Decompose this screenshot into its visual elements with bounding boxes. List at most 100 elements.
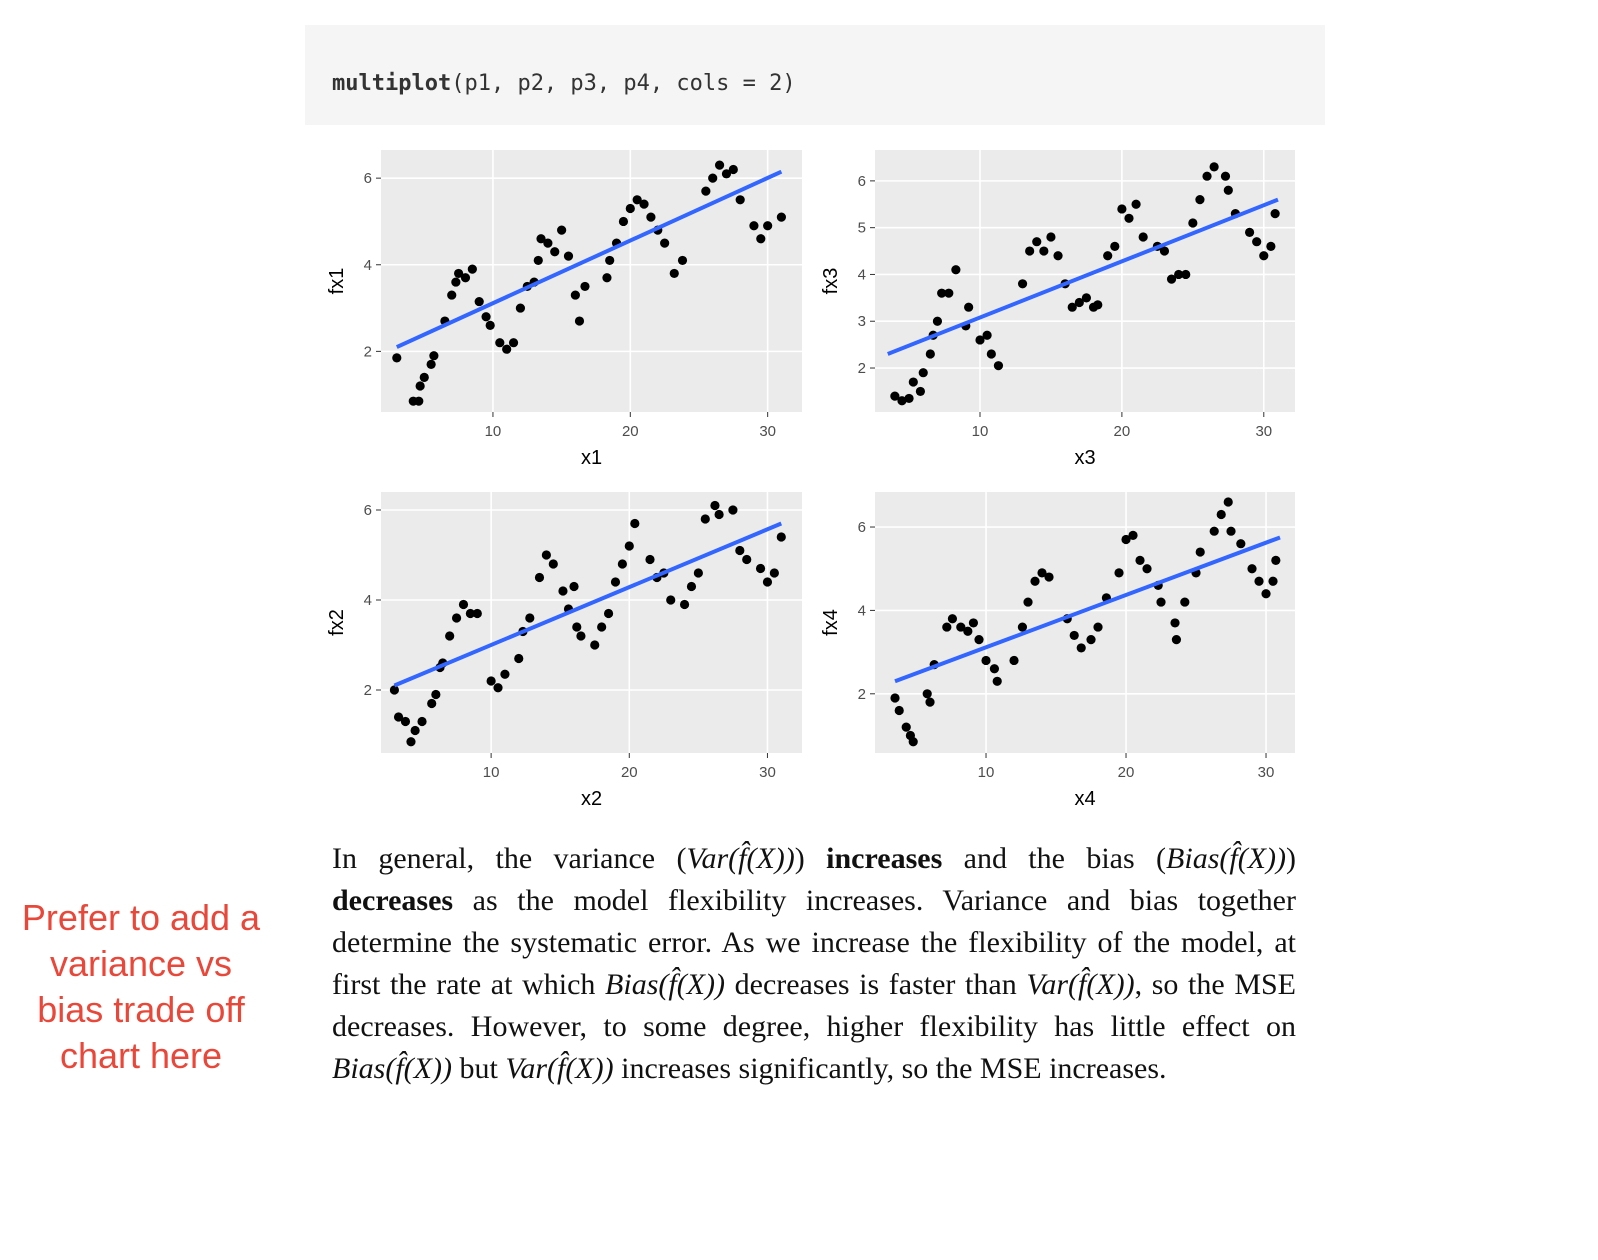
data-point [514,653,524,664]
paragraph-plain: increases significantly, so the MSE incr… [613,1052,1167,1085]
data-point [467,264,477,274]
data-point [406,737,416,747]
data-point [981,655,991,666]
data-point [558,586,568,596]
data-point [755,563,766,574]
data-point [660,238,670,248]
data-point [1093,622,1103,632]
data-point [1195,194,1205,205]
data-point [769,568,779,578]
data-point [1069,630,1079,641]
data-point [1247,564,1257,574]
paragraph-plain: ) [794,842,827,875]
paragraph-plain: and the bias ( [942,842,1167,875]
y-tick-label: 2 [364,343,372,360]
data-point [392,353,402,363]
data-point [426,359,436,369]
data-point [915,386,926,397]
data-point [1252,237,1262,247]
code-block: multiplot(p1, p2, p3, p4, cols = 2) [305,25,1325,125]
code-args: (p1, p2, p3, p4, cols = 2) [451,71,796,96]
data-point [925,697,935,707]
annotation: Prefer to add a variance vs bias trade o… [21,897,261,1076]
data-point [1266,241,1276,251]
data-point [756,234,766,244]
x-tick-label: 30 [759,423,776,440]
data-point [533,255,543,266]
data-point [1124,213,1134,223]
data-point [922,689,932,699]
data-point [1025,246,1035,256]
data-point [1223,185,1233,195]
data-point [956,622,966,632]
data-point [1244,227,1255,237]
data-point [1259,251,1269,261]
data-point [693,568,703,578]
data-point [679,599,690,610]
y-tick-label: 6 [364,502,372,519]
data-point [645,554,655,565]
data-point [1128,530,1138,540]
data-point [495,338,505,348]
data-point [431,689,441,700]
data-point [944,288,954,298]
data-point [597,622,607,632]
data-point [602,273,612,283]
y-tick-label: 2 [858,686,866,703]
data-point [1216,509,1226,520]
data-point [901,722,911,732]
x-tick-label: 10 [485,423,502,440]
fit-line [894,535,1281,684]
y-tick-label: 2 [858,360,866,377]
data-point [570,290,580,300]
data-point [904,393,914,404]
x-tick-label: 10 [978,764,995,781]
data-point [1110,241,1120,251]
data-point [776,212,786,222]
data-point [572,622,582,632]
data-point [677,255,688,266]
y-axis-title: fx2 [326,609,348,636]
paragraph-plain: In general, the variance ( [332,842,687,875]
x-tick-label: 30 [759,764,776,781]
data-point [500,669,510,679]
x-axis-title: x4 [1074,788,1095,810]
data-point [515,303,526,313]
y-tick-label: 4 [364,592,372,609]
data-point [1254,576,1264,586]
data-point [1032,237,1042,247]
data-point [762,577,773,587]
x-axis-title: x1 [581,447,602,469]
paragraph-math: Var(f̂(X)) [686,842,795,875]
data-point [569,581,579,592]
data-point [1226,526,1236,536]
fit-line [393,521,783,688]
x-tick-label: 10 [483,764,500,781]
data-point [454,268,464,279]
data-point [710,500,720,511]
data-point [701,186,711,196]
data-point [986,349,996,359]
data-point [630,518,640,529]
paragraph-plain: as the model flexibility increases. Vari… [332,884,1296,1001]
plot-panel [875,492,1295,753]
data-point [1180,597,1190,607]
data-point [451,277,461,287]
data-point [686,581,697,592]
data-point [486,676,496,686]
data-point [534,572,545,583]
data-point [1188,218,1198,228]
data-point [410,725,420,736]
data-point [1053,251,1063,261]
data-point [624,541,634,551]
y-tick-label: 6 [364,170,372,187]
paragraph-math: Var(f̂(X)) [1026,968,1135,1001]
data-point [992,676,1002,686]
data-point [1270,209,1280,219]
data-point [1236,539,1246,549]
data-point [918,368,928,378]
data-point [625,203,635,214]
data-point [669,268,679,279]
data-point [541,550,551,560]
